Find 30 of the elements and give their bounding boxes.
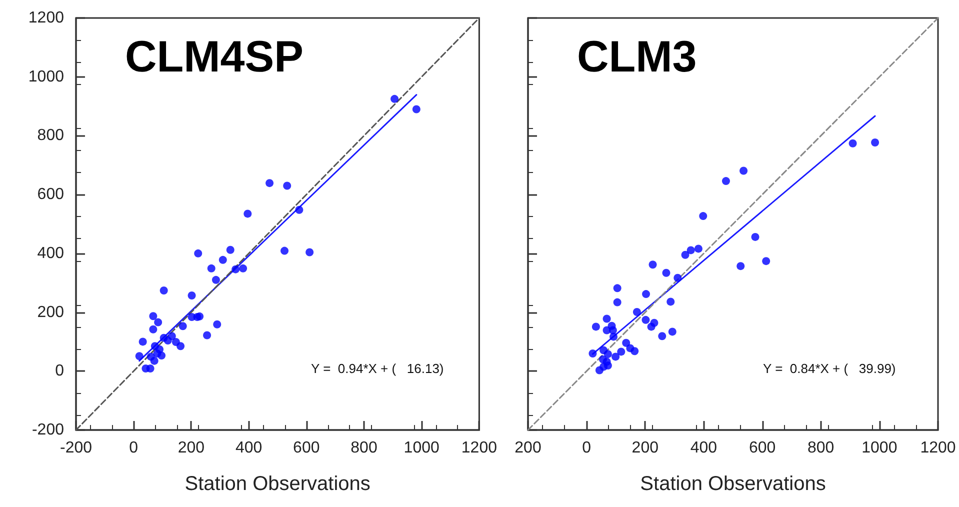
y-tick-label: -200 [32, 422, 64, 438]
x-tick-label: 800 [808, 440, 834, 456]
x-tick-label: 800 [350, 440, 378, 456]
x-tick-label: 200 [514, 440, 542, 456]
x-tick-label: 400 [235, 440, 262, 456]
x-tick-label: -200 [60, 440, 92, 456]
x-tick-label: 400 [690, 440, 718, 456]
x-tick-label: 600 [748, 440, 776, 456]
y-tick-label: 1000 [28, 68, 64, 86]
y-tick-label: 400 [37, 244, 64, 262]
chart-title: CLM3 [577, 32, 697, 82]
x-axis-title: Station Observations [184, 473, 370, 495]
annotation: Y = 0.84*X + ( 39.99) [763, 361, 896, 376]
y-tick-label: 0 [55, 362, 64, 380]
y-tick-label: 600 [37, 186, 64, 204]
x-axis-title: Station Observations [640, 473, 826, 495]
x-tick-label: 200 [178, 440, 205, 456]
x-tick-label: 0 [129, 440, 138, 456]
x-tick-label: 600 [293, 440, 320, 456]
y-tick-label: 200 [37, 304, 64, 321]
x-tick-label: 0 [582, 440, 592, 456]
annotation: Y = 0.94*X + ( 16.13) [311, 361, 444, 376]
y-tick-label: 800 [37, 127, 64, 144]
x-tick-label: 1200 [920, 440, 956, 456]
x-tick-label: 1000 [862, 440, 898, 456]
x-tick-label: 1000 [404, 440, 440, 456]
x-tick-label: 1200 [461, 440, 498, 456]
x-tick-label: 200 [632, 440, 659, 456]
chart-title: CLM4SP [125, 32, 304, 82]
y-tick-label: 1200 [28, 10, 64, 26]
